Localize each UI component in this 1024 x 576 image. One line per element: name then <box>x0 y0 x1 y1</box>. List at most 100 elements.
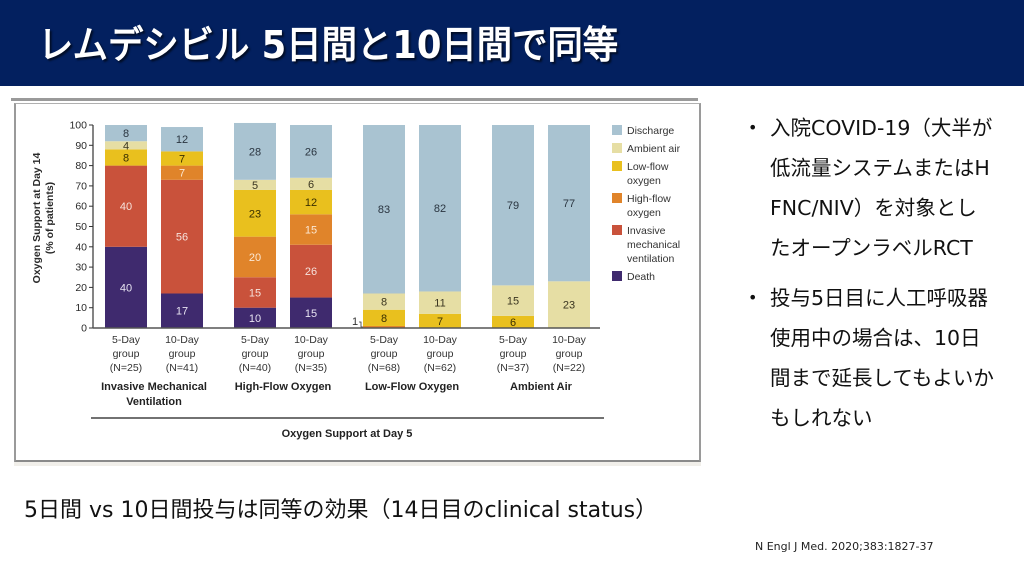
data-label: 15 <box>305 225 317 237</box>
bar-segment-invasive-mechanical-ventilation <box>161 179 203 294</box>
bar-stack: 23 77 <box>548 125 590 328</box>
bullet-text: 投与5日目に人工呼吸器使用中の場合は、10日間まで延長してもよいかもしれない <box>770 286 994 430</box>
y-tick-label: 30 <box>75 262 87 274</box>
group-label: Ventilation <box>126 396 182 408</box>
bar-segment-discharge <box>548 125 590 282</box>
category-label: group <box>371 348 398 360</box>
data-label: 10 <box>249 313 261 325</box>
y-tick-label: 60 <box>75 201 87 213</box>
bar-stack: 8 8 83 <box>363 125 405 328</box>
bullet-dot-icon: • <box>748 288 758 307</box>
data-label: 8 <box>381 297 387 309</box>
bar-segment-low-flow-oxygen <box>419 313 461 328</box>
legend-label: oxygen <box>627 207 661 219</box>
bar-segment-discharge <box>290 125 332 178</box>
bar-segment-discharge <box>363 125 405 294</box>
category-label: (N=37) <box>497 362 529 374</box>
data-label: 7 <box>179 168 185 180</box>
slide-title: レムデシビル 5日間と10日間で同等 <box>38 23 619 67</box>
bar-segment-ambient-air <box>105 141 147 150</box>
group-label: Invasive Mechanical <box>101 381 207 393</box>
category-label: group <box>242 348 269 360</box>
legend-swatch <box>612 125 622 135</box>
bar-segment-death <box>290 297 332 328</box>
bar-segment-high-flow-oxygen <box>290 214 332 245</box>
category-label: group <box>500 348 527 360</box>
category-label: (N=22) <box>553 362 585 374</box>
legend-swatch <box>612 143 622 153</box>
bar-stack: 40 40 848 <box>105 125 147 328</box>
y-tick-label: 50 <box>75 221 87 233</box>
legend-label: ventilation <box>627 253 674 265</box>
bar-segment-ambient-air <box>419 291 461 314</box>
category-label: 5-Day <box>112 334 141 346</box>
data-label: 40 <box>120 282 132 294</box>
y-tick-label: 70 <box>75 180 87 192</box>
data-label: 40 <box>120 201 132 213</box>
y-axis-title-line1: Oxygen Support at Day 14 <box>31 152 43 283</box>
bar-segment-low-flow-oxygen <box>290 189 332 215</box>
data-label: 8 <box>381 313 387 325</box>
group-labels: Invasive Mechanical Ventilation High-Flow … <box>101 381 573 408</box>
group-label: High-Flow Oxygen <box>235 381 332 393</box>
bar-segment-invasive-mechanical-ventilation <box>290 244 332 298</box>
category-label: group <box>556 348 583 360</box>
y-tick-label: 0 <box>81 323 87 335</box>
category-label: 5-Day <box>241 334 270 346</box>
legend-label: High-flow <box>627 193 671 205</box>
category-label: group <box>298 348 325 360</box>
category-label: (N=35) <box>295 362 327 374</box>
data-label: 23 <box>563 300 575 312</box>
summary-text: 5日間 vs 10日間投与は同等の効果（14日目のclinical status… <box>24 498 658 523</box>
bar-segment-discharge <box>492 125 534 286</box>
category-label: (N=25) <box>110 362 142 374</box>
group-label: Ambient Air <box>510 381 573 393</box>
data-label: 23 <box>249 208 261 220</box>
category-label: 5-Day <box>370 334 399 346</box>
bar-segment-ambient-air <box>290 177 332 190</box>
data-label: 26 <box>305 266 317 278</box>
y-tick-label: 90 <box>75 140 87 152</box>
data-label: 79 <box>507 200 519 212</box>
bullet-list: • 入院COVID-19（大半が低流量システムまたはHFNC/NIV）を対象とし… <box>748 108 1018 438</box>
data-label: 83 <box>378 204 390 216</box>
data-label: 15 <box>249 287 261 299</box>
legend-label: Death <box>627 271 655 283</box>
bullet-text: 入院COVID-19（大半が低流量システムまたはHFNC/NIV）を対象としたオ… <box>770 116 993 260</box>
category-label: group <box>427 348 454 360</box>
bullet-item: • 入院COVID-19（大半が低流量システムまたはHFNC/NIV）を対象とし… <box>748 108 1018 268</box>
data-label: 11 <box>434 298 445 310</box>
category-label: 10-Day <box>552 334 587 346</box>
legend-label: mechanical <box>627 239 680 251</box>
bar-segment-low-flow-oxygen <box>105 149 147 166</box>
bar-segment-discharge <box>234 122 276 180</box>
legend-label: Discharge <box>627 125 674 137</box>
data-label: 77 <box>563 198 575 210</box>
bar-segment-low-flow-oxygen <box>161 151 203 166</box>
bar-segment-death <box>105 246 147 328</box>
data-label: 6 <box>510 317 516 329</box>
y-tick-label: 20 <box>75 282 87 294</box>
y-tick-label: 80 <box>75 160 87 172</box>
bar-segment-invasive-mechanical-ventilation <box>105 165 147 247</box>
category-label: 10-Day <box>423 334 458 346</box>
legend-swatch <box>612 225 622 235</box>
bar-segment-ambient-air <box>492 285 534 316</box>
legend-label: Invasive <box>627 225 666 237</box>
category-labels: 5-Day group (N=25) 10-Day group (N=41) 5-Day gr… <box>110 334 587 374</box>
category-label: group <box>169 348 196 360</box>
annotation-leader <box>359 321 363 328</box>
bars: 4040848175677121015202352815261512626888… <box>105 122 590 329</box>
data-label: 5 <box>252 180 258 192</box>
bar-segment-ambient-air <box>234 179 276 190</box>
title-bar: レムデシビル 5日間と10日間で同等 <box>0 0 1024 86</box>
bar-stack: 17 56 7 7 12 <box>161 127 203 328</box>
bar-stack: 10 15 20 23 5 28 <box>234 122 276 328</box>
bar-stack: 7 11 82 <box>419 125 461 328</box>
figure-top-rule <box>11 98 698 101</box>
bar-segment-ambient-air <box>363 293 405 310</box>
bar-segment-high-flow-oxygen <box>234 236 276 278</box>
category-label: group <box>113 348 140 360</box>
bar-segment-low-flow-oxygen <box>234 189 276 237</box>
